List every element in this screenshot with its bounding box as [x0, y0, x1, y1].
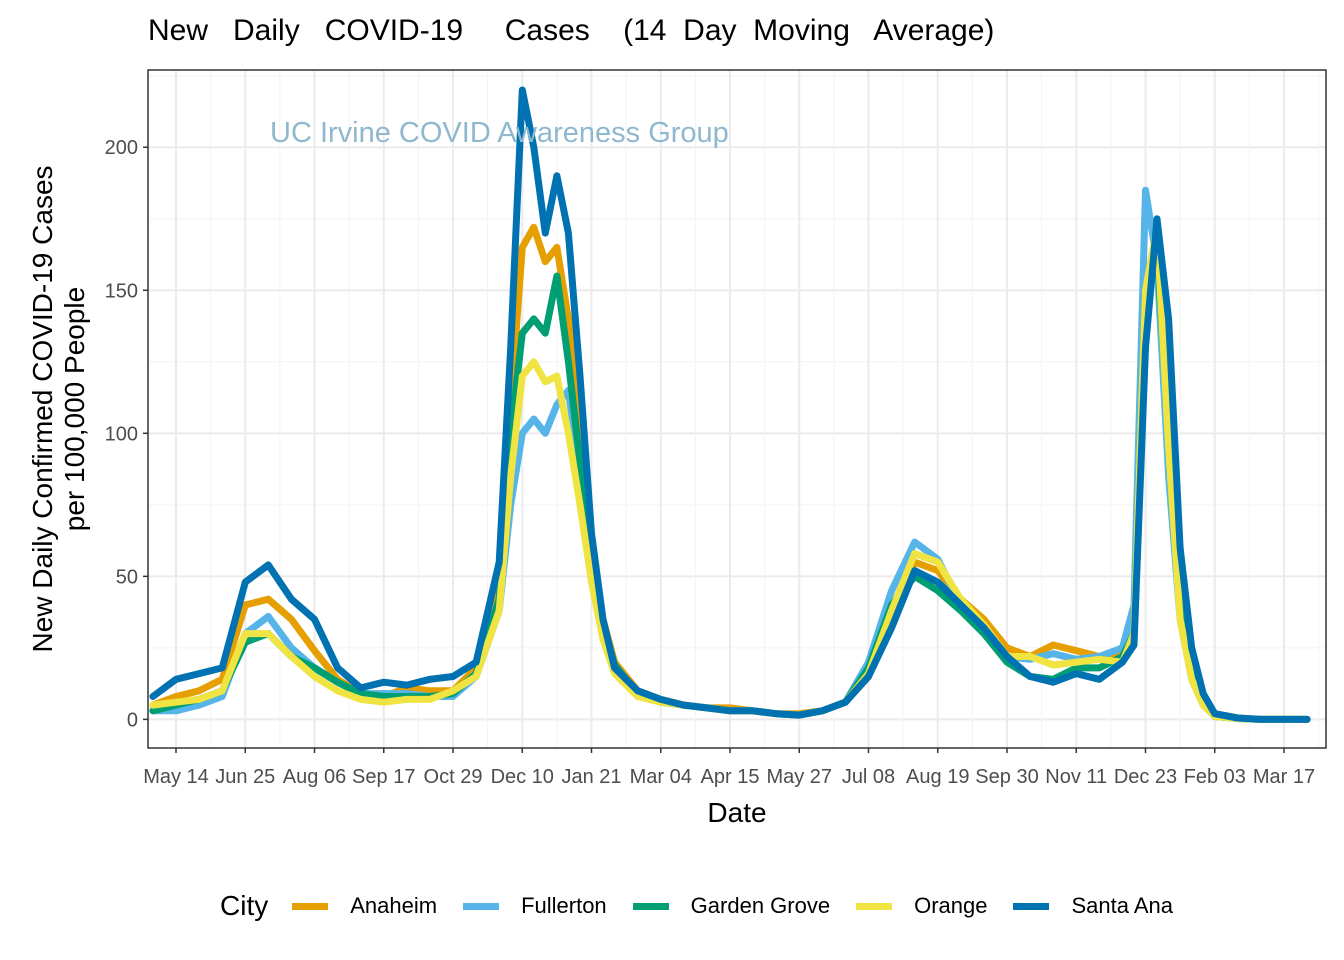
legend-label: Fullerton [521, 893, 607, 918]
x-tick-label: Aug 19 [906, 766, 969, 788]
x-tick-label: May 27 [766, 766, 832, 788]
y-tick-label: 150 [105, 280, 138, 302]
legend-item-fullerton: Fullerton [463, 893, 607, 919]
legend-title: City [220, 890, 269, 921]
series-line-santa-ana [149, 86, 1311, 723]
y-axis-ticks: 0 50 100 150 200 [105, 137, 148, 731]
x-tick-label: Dec 23 [1114, 766, 1177, 788]
x-tick-label: Jun 25 [215, 766, 275, 788]
y-axis-title-line1: New Daily Confirmed COVID-19 Cases [27, 165, 58, 652]
legend-swatch [1013, 902, 1050, 910]
chart-title: New Daily COVID-19 Cases (14 Day Moving … [148, 14, 995, 47]
legend-label: Anaheim [350, 893, 438, 918]
legend-swatch [632, 902, 669, 910]
x-tick-label: May 14 [143, 766, 209, 788]
x-tick-label: Sep 30 [975, 766, 1038, 788]
legend-item-santa-ana: Santa Ana [1013, 893, 1173, 919]
y-tick-label: 50 [116, 566, 138, 588]
x-tick-label: Dec 10 [491, 766, 554, 788]
y-tick-label: 200 [105, 137, 138, 159]
x-tick-label: Sep 17 [352, 766, 415, 788]
y-axis-title-line2: per 100,000 People [59, 287, 90, 531]
legend-label: Santa Ana [1071, 893, 1174, 918]
legend-item-orange: Orange [856, 893, 987, 919]
legend-label: Orange [914, 893, 988, 918]
x-axis-title: Date [707, 797, 766, 828]
y-tick-label: 100 [105, 423, 138, 445]
x-tick-label: Apr 15 [701, 766, 760, 788]
series-lines [149, 86, 1311, 723]
legend-swatch [856, 902, 893, 910]
watermark-text: UC Irvine COVID Awareness Group [270, 117, 729, 149]
legend-label: Garden Grove [690, 893, 831, 918]
legend-item-garden-grove: Garden Grove [632, 893, 831, 919]
x-tick-label: Nov 11 [1045, 766, 1107, 788]
x-tick-label: Mar 17 [1253, 766, 1315, 788]
x-tick-label: Jul 08 [842, 766, 895, 788]
x-tick-label: Aug 06 [283, 766, 346, 788]
y-tick-label: 0 [127, 709, 138, 731]
legend-swatch [463, 902, 500, 910]
x-tick-label: Oct 29 [424, 766, 483, 788]
x-tick-label: Feb 03 [1184, 766, 1246, 788]
x-tick-label: Jan 21 [561, 766, 621, 788]
x-axis-ticks: May 14 Jun 25 Aug 06 Sep 17 Oct 29 Dec 10 Jan … [143, 748, 1315, 788]
plot-border [147, 69, 1327, 749]
legend-item-anaheim: Anaheim [292, 893, 437, 919]
x-tick-label: Mar 04 [630, 766, 692, 788]
legend-swatch [292, 902, 329, 910]
legend: City Anaheim Fullerton Garden Grove Oran… [220, 886, 1199, 926]
